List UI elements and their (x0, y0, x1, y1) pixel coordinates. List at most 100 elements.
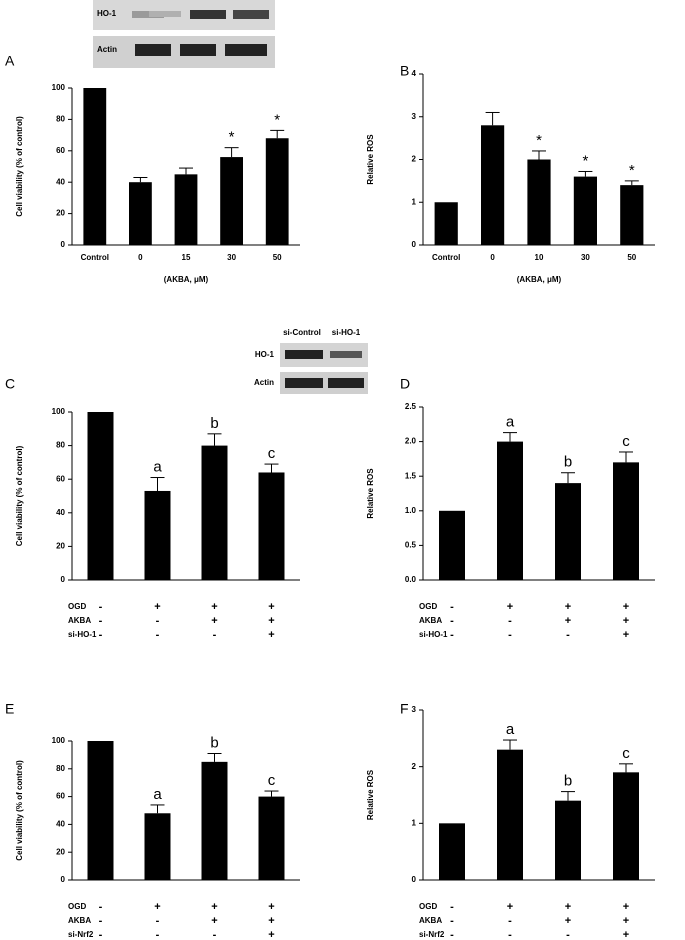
error-bar (150, 804, 165, 814)
x-axis-label: (AKBA, μM) (517, 275, 562, 284)
y-tick-label: 100 (52, 83, 66, 92)
condition-label: OGD (419, 602, 437, 611)
condition-mark: - (450, 615, 454, 627)
blot-row-label: HO-1 (255, 350, 275, 359)
y-axis-label: Relative ROS (366, 769, 375, 820)
condition-mark: - (156, 929, 160, 940)
condition-label: OGD (419, 902, 437, 911)
condition-label: AKBA (68, 616, 91, 625)
blot-row-label: Actin (254, 378, 274, 387)
error-bar (207, 433, 222, 446)
bar (527, 159, 551, 245)
condition-mark: + (623, 901, 629, 913)
y-tick-label: 60 (56, 474, 65, 483)
condition-mark: + (268, 929, 274, 940)
error-bar (578, 170, 593, 177)
y-tick-label: 1 (412, 818, 417, 827)
y-tick-label: 3 (412, 705, 417, 714)
blot-row-label: HO-1 (97, 9, 117, 18)
bar-annotation: b (210, 415, 218, 432)
condition-mark: - (99, 615, 103, 627)
y-tick-label: 40 (56, 177, 65, 186)
condition-mark: + (268, 601, 274, 613)
blot-band (132, 11, 164, 18)
y-tick-label: 80 (56, 441, 65, 450)
bar (144, 490, 171, 580)
bar (497, 441, 523, 580)
condition-mark: - (450, 915, 454, 927)
error-bar (207, 753, 222, 762)
condition-mark: + (565, 901, 571, 913)
blot-strip (280, 372, 368, 394)
bar-annotation: c (268, 445, 276, 462)
bar (87, 741, 114, 880)
bar (258, 796, 285, 880)
bar (613, 772, 639, 880)
condition-mark: - (508, 615, 512, 627)
x-tick-label: Control (81, 253, 109, 262)
bar (497, 749, 523, 880)
error-bar (532, 150, 546, 160)
y-tick-label: 80 (56, 115, 65, 124)
bar (87, 412, 114, 580)
bar (573, 176, 597, 245)
error-bar (264, 463, 279, 473)
y-tick-label: 60 (56, 146, 65, 155)
error-bar (561, 791, 575, 801)
condition-mark: + (623, 615, 629, 627)
y-tick-label: 1.5 (405, 471, 417, 480)
condition-mark: - (156, 629, 160, 641)
bar (613, 462, 639, 580)
condition-mark: - (450, 929, 454, 940)
condition-mark: - (99, 629, 103, 641)
y-tick-label: 0.0 (405, 575, 417, 584)
y-axis-label: Cell viability (% of control) (15, 760, 24, 861)
western-blot: HO-1 Actin (93, 0, 275, 68)
bar (434, 202, 458, 245)
bar-annotation: a (506, 721, 515, 738)
blot-band (135, 44, 171, 56)
condition-mark: + (507, 601, 513, 613)
bar-annotation: b (210, 734, 218, 751)
y-axis-label: Relative ROS (366, 468, 375, 519)
x-tick-label: 50 (273, 253, 282, 262)
y-tick-label: 2 (412, 762, 417, 771)
condition-mark: - (213, 929, 217, 940)
y-tick-label: 0 (61, 575, 66, 584)
bar (83, 88, 107, 245)
blot-band (285, 378, 323, 388)
condition-label: si-Nrf2 (419, 930, 445, 939)
panel-label: E (5, 701, 14, 717)
western-blot: si-Control si-HO-1 HO-1 Actin (254, 328, 368, 394)
condition-mark: - (450, 901, 454, 913)
y-tick-label: 20 (56, 209, 65, 218)
error-bar (270, 129, 285, 139)
bar (201, 445, 228, 580)
y-axis-label: Relative ROS (366, 134, 375, 185)
blot-band (190, 10, 226, 19)
y-tick-label: 0 (412, 875, 417, 884)
blot-band (233, 10, 269, 19)
condition-mark: + (623, 629, 629, 641)
panel-label: B (400, 63, 409, 79)
y-tick-label: 80 (56, 764, 65, 773)
y-tick-label: 2 (412, 155, 417, 164)
condition-mark: - (99, 915, 103, 927)
condition-mark: - (99, 929, 103, 940)
x-tick-label: 50 (627, 253, 636, 262)
condition-mark: - (99, 901, 103, 913)
y-tick-label: 1 (412, 197, 417, 206)
error-bar (264, 790, 279, 797)
panel-label: F (400, 701, 409, 717)
y-tick-label: 0.5 (405, 541, 417, 550)
bar-annotation: a (153, 458, 162, 475)
bar-annotation: c (622, 433, 630, 450)
y-tick-label: 20 (56, 847, 65, 856)
y-tick-label: 60 (56, 792, 65, 801)
bar (481, 125, 505, 245)
condition-mark: - (508, 915, 512, 927)
y-tick-label: 1.0 (405, 506, 417, 515)
error-bar (619, 763, 633, 773)
condition-mark: - (508, 929, 512, 940)
bar-annotation: a (506, 414, 515, 431)
